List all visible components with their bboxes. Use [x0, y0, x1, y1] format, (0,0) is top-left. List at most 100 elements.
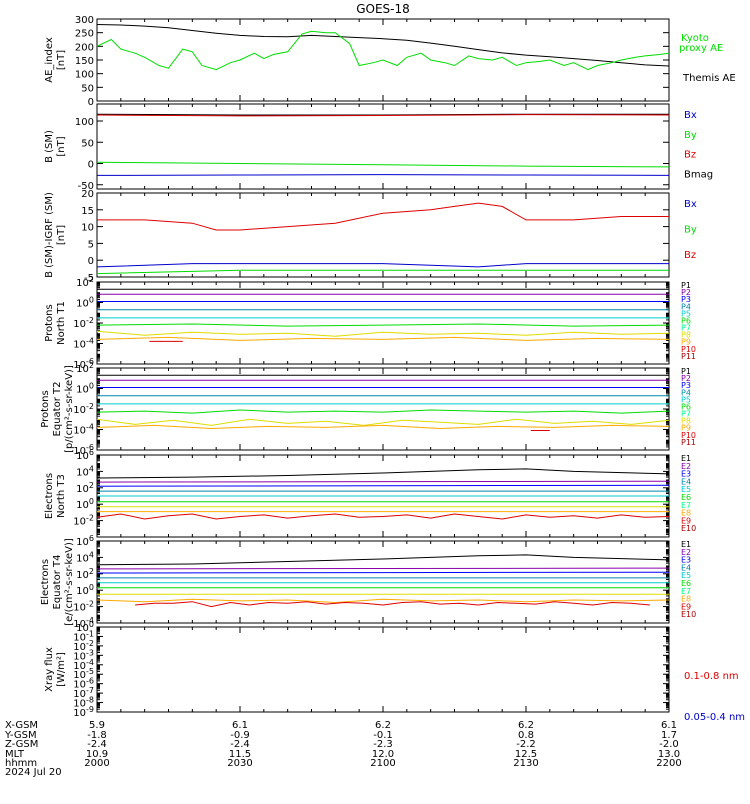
y-tick-label: 10-7 [73, 686, 94, 700]
y-axis-label: North T1 [56, 301, 67, 345]
legend-entry: P8 [681, 331, 691, 340]
legend-entry: P11 [681, 438, 696, 447]
legend-entry: E10 [681, 610, 696, 619]
legend-entry: P2 [681, 374, 691, 383]
ephemeris-value: 5.9 [89, 720, 105, 731]
date-label: 2024 Jul 20 [5, 767, 62, 778]
ephemeris-value: 6.2 [375, 720, 391, 731]
panel-frame [96, 540, 670, 624]
y-tick-label: 5 [88, 239, 94, 250]
y-tick-label: 10-4 [73, 658, 94, 672]
y-axis-label: [nT] [56, 50, 67, 70]
legend-entry: P6 [681, 402, 691, 411]
ephemeris-value: 1.7 [661, 730, 677, 741]
y-tick-label: 10-2 [73, 639, 94, 653]
y-axis-label: [p/(cm²-s-sr-keV)] [64, 365, 75, 453]
y-axis-label: [nT] [56, 225, 67, 245]
y-axis-label: Electrons [40, 559, 51, 605]
series-line-p6 [96, 409, 670, 414]
y-tick-label: 106 [76, 448, 94, 462]
legend-entry: Bx [684, 110, 697, 121]
y-tick-label: 300 [75, 15, 94, 26]
panel-5: 10-6 10-4 10-2 100 102 Protons Equator T2 [p/(c… [40, 361, 696, 457]
legend-entry: E8 [681, 595, 691, 604]
legend-entry: 0.1-0.8 nm [684, 671, 739, 682]
series-line-e1 [96, 468, 670, 479]
series-line-bx [96, 263, 669, 268]
y-tick-label: 10-8 [73, 696, 94, 710]
series-line-e8 [96, 598, 670, 604]
series-line-bz [97, 202, 669, 231]
y-tick-label: 10-9 [73, 705, 94, 719]
legend-entry: P5 [681, 395, 691, 404]
y-tick-label: 10-2 [73, 316, 94, 330]
panel-1: 0 50 100 150 200 250 300 AE_index [nT] Kyotoproxy… [44, 15, 736, 108]
legend-entry: E8 [681, 509, 691, 518]
y-tick-label: 100 [75, 117, 94, 128]
legend-entry: Themis AE [682, 73, 736, 84]
legend-entry: E10 [681, 524, 696, 533]
series-line-bz [96, 114, 670, 117]
y-tick-label: 102 [76, 567, 94, 581]
series-line-themis-ae [96, 24, 670, 67]
y-tick-label: 250 [75, 29, 94, 40]
y-tick-label: 100 [75, 70, 94, 81]
y-axis-label: Electrons [44, 473, 55, 519]
y-tick-label: 100 [76, 497, 94, 511]
legend-entry: P8 [681, 417, 691, 426]
series-line-p8 [96, 336, 670, 341]
series-line-e1 [96, 554, 670, 566]
y-tick-label: 102 [76, 481, 94, 495]
legend-entry: P9 [681, 338, 691, 347]
ephemeris-value: 13.0 [658, 749, 680, 760]
y-tick-label: 10-1 [73, 629, 94, 643]
legend-entry: P3 [681, 381, 691, 390]
legend-entry: E9 [681, 602, 691, 611]
ephemeris-value: -0.9 [230, 730, 250, 741]
panel-frame [96, 626, 670, 713]
series-line-by [96, 269, 669, 275]
series-line-bx [96, 174, 670, 176]
y-axis-label: [W/m²] [56, 652, 67, 687]
y-tick-label: 0 [88, 160, 94, 171]
plot-title: GOES-18 [356, 2, 410, 16]
legend-entry: P4 [681, 302, 691, 311]
series-line-by [96, 161, 670, 168]
legend-entry: Bmag [684, 169, 713, 180]
y-axis-label: B (SM) [44, 130, 55, 163]
y-tick-label: 10-4 [73, 423, 94, 437]
legend-entry: E5 [681, 485, 691, 494]
ephemeris-value: 6.1 [232, 720, 248, 731]
panel-2: -50 0 50 100 B (SM) [nT] Bx By Bz Bmag [44, 103, 713, 192]
ephemeris-value: 2030 [227, 758, 252, 769]
y-tick-label: 15 [81, 206, 94, 217]
series-line-e9 [96, 513, 670, 520]
legend-entry: P7 [681, 410, 691, 419]
ephemeris-row-label: hhmm [5, 758, 37, 769]
ephemeris-value: -2.2 [516, 739, 536, 750]
y-tick-label: 10-5 [73, 667, 94, 681]
y-axis-label: [nT] [56, 136, 67, 156]
y-tick-label: 10-3 [73, 648, 94, 662]
ephemeris-value: -1.8 [87, 730, 107, 741]
legend-entry: P1 [681, 367, 691, 376]
panel-3: -5 0 5 10 15 20 B (SM)-IGRF (SM) [nT] Bx By Bz [44, 189, 697, 284]
legend-entry: P10 [681, 345, 696, 354]
legend-entry: E6 [681, 493, 691, 502]
y-axis-label: Xray flux [44, 647, 55, 692]
ephemeris-value: 2100 [370, 758, 395, 769]
legend-entry: P1 [681, 281, 691, 290]
series-line-e2 [96, 567, 670, 570]
legend-entry: E4 [681, 563, 691, 572]
ephemeris-row-label: MLT [5, 749, 25, 760]
ephemeris-value: 2130 [513, 758, 538, 769]
ephemeris-value: 2000 [84, 758, 109, 769]
y-axis-label: Protons [44, 304, 55, 341]
legend-entry: E3 [681, 470, 691, 479]
legend-entry: proxy AE [679, 43, 723, 54]
legend-entry: P2 [681, 288, 691, 297]
panel-7: 10-4 10-2 100 102 104 106 Electrons Equator T4[… [40, 534, 696, 630]
series-line-e9 [135, 601, 650, 608]
ephemeris-value: -0.1 [373, 730, 393, 741]
